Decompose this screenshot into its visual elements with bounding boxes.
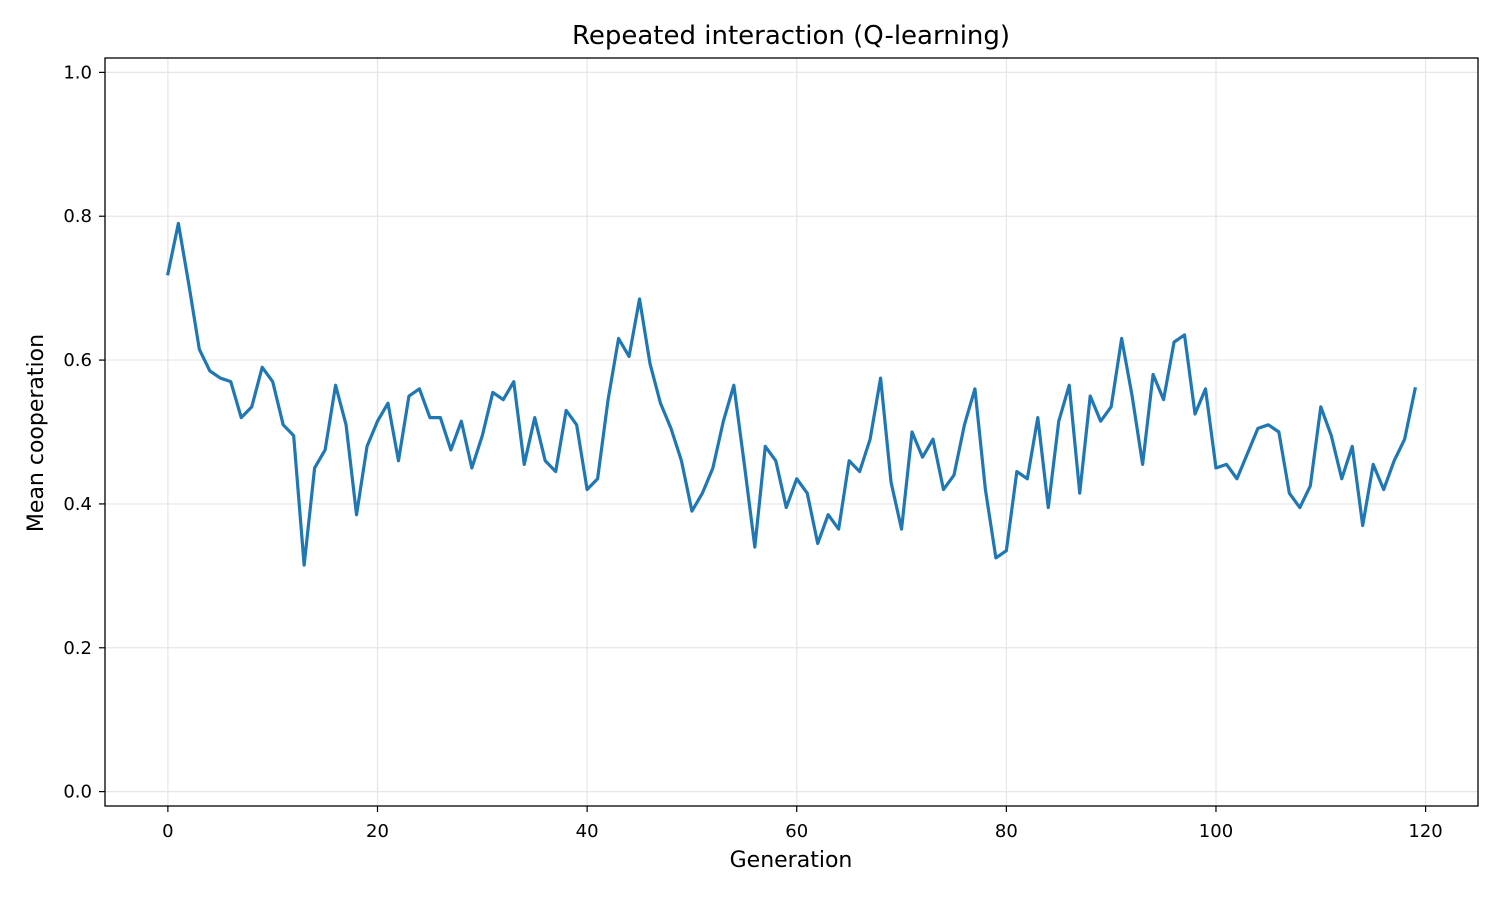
chart-title: Repeated interaction (Q-learning)	[572, 21, 1010, 51]
y-tick-label: 1.0	[63, 62, 92, 83]
y-tick-label: 0.6	[63, 350, 92, 371]
grid	[105, 58, 1478, 806]
y-axis-ticks: 0.0 0.2 0.4 0.6 0.8 1.0	[63, 62, 105, 803]
y-tick-label: 0.8	[63, 206, 92, 227]
y-tick-label: 0.2	[63, 638, 92, 659]
plot-frame	[104, 57, 1479, 807]
x-tick-label: 100	[1199, 821, 1233, 842]
x-tick-label: 120	[1408, 821, 1442, 842]
x-tick-label: 80	[995, 821, 1018, 842]
x-axis-label: Generation	[730, 848, 853, 873]
x-axis-ticks: 0 20 40 60 80 100 120	[162, 806, 1443, 842]
y-tick-label: 0.0	[63, 782, 92, 803]
y-axis-label: Mean cooperation	[24, 334, 49, 532]
series-layer	[165, 221, 1418, 567]
x-tick-label: 60	[785, 821, 808, 842]
x-tick-label: 40	[576, 821, 599, 842]
x-tick-label: 20	[366, 821, 389, 842]
series-line	[165, 221, 1418, 567]
y-tick-label: 0.4	[63, 494, 92, 515]
x-tick-label: 0	[162, 821, 173, 842]
